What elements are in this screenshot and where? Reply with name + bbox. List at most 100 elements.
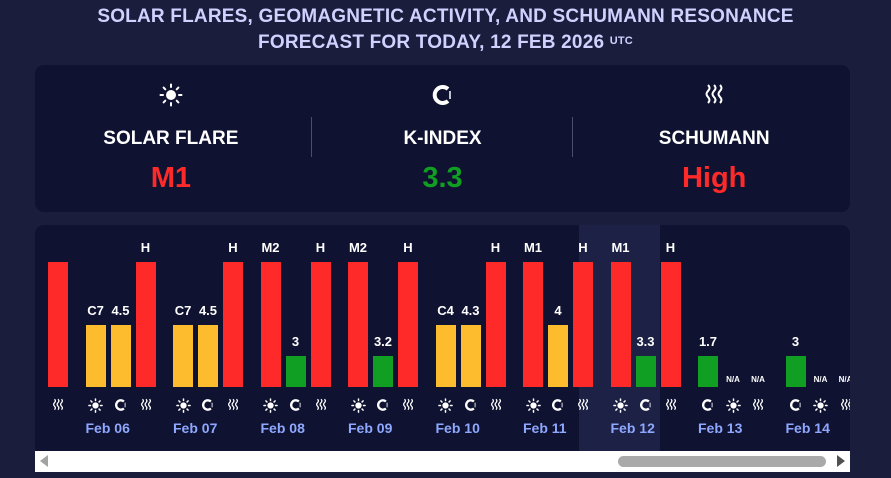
sun-icon xyxy=(612,397,630,413)
magnet-icon xyxy=(699,397,717,413)
bar-label-solar: C4 xyxy=(437,302,454,318)
bar-kindex xyxy=(285,355,306,387)
bar-label-schumann: H xyxy=(228,240,238,255)
bar-solar xyxy=(173,324,193,387)
scroll-right-icon[interactable] xyxy=(837,455,845,467)
bar-kindex xyxy=(548,324,568,387)
bar-kindex xyxy=(198,324,218,387)
scroll-thumb[interactable] xyxy=(618,456,826,467)
bar-label-solar: M1 xyxy=(523,240,543,255)
bar-solar xyxy=(435,324,456,387)
bar-label-kindex: 3 xyxy=(791,333,800,349)
timezone-label: UTC xyxy=(609,35,633,47)
summary-solar-flare: SOLAR FLARE M1 xyxy=(35,65,307,212)
k-index-value: 3.3 xyxy=(422,162,463,194)
title-line-1: SOLAR FLARES, GEOMAGNETIC ACTIVITY, AND … xyxy=(97,6,794,27)
summary-panel: SOLAR FLARE M1 K-INDEX 3.3 SCHUMANN High xyxy=(35,65,850,212)
bar-label-schumann: N/A xyxy=(838,375,850,384)
magnet-icon xyxy=(462,397,480,413)
summary-divider-1 xyxy=(311,117,312,157)
bar-kindex xyxy=(110,324,131,387)
magnet-icon xyxy=(112,397,130,413)
bar-solar xyxy=(523,262,543,387)
bar-kindex xyxy=(460,324,481,387)
magnet-icon xyxy=(199,397,217,413)
bar-schumann xyxy=(485,262,506,387)
bar-label-solar: M1 xyxy=(611,240,630,255)
day-label: Feb 11 xyxy=(523,420,567,436)
waves-icon xyxy=(574,397,592,413)
forecast-chart[interactable]: C7 4.5 H Feb 06 C7 4.5 H Feb 07 M2 3 H Feb 08 M2 3.2 H… xyxy=(35,225,850,451)
sun-icon xyxy=(349,397,367,413)
schumann-label: SCHUMANN xyxy=(658,128,770,149)
day-label: Feb 06 xyxy=(85,420,130,436)
magnet-icon xyxy=(549,397,567,413)
summary-k-index: K-INDEX 3.3 xyxy=(307,65,579,212)
waves-icon xyxy=(49,397,67,413)
waves-icon xyxy=(224,397,242,413)
waves-icon xyxy=(137,397,155,413)
sun-icon xyxy=(724,397,742,413)
bar-label-kindex: 4.5 xyxy=(198,302,218,318)
day-label: Feb 12 xyxy=(610,420,655,436)
k-index-label: K-INDEX xyxy=(403,128,482,149)
bar-label-kindex: 4.5 xyxy=(111,302,130,318)
bar-label-solar: C7 xyxy=(87,302,104,318)
bar-schumann xyxy=(310,262,331,387)
sun-icon xyxy=(437,397,455,413)
bar-schumann xyxy=(660,262,681,387)
bar-label-schumann: H xyxy=(665,240,676,255)
bar-solar xyxy=(85,324,106,387)
bar-kindex xyxy=(635,355,656,387)
bar-label-kindex: 3.3 xyxy=(636,333,655,349)
sun-icon xyxy=(35,83,307,107)
bar-solar xyxy=(260,262,281,387)
bar-label-solar: N/A xyxy=(726,375,740,384)
sun-icon xyxy=(812,397,830,413)
waves-icon xyxy=(578,83,850,107)
bar-label-kindex: 1.7 xyxy=(698,333,718,349)
bar-label-kindex: 4.3 xyxy=(461,302,480,318)
summary-schumann: SCHUMANN High xyxy=(578,65,850,212)
waves-icon xyxy=(749,397,767,413)
day-label: Feb 13 xyxy=(698,420,743,436)
bar-label-kindex: 3.2 xyxy=(373,333,393,349)
scroll-left-icon[interactable] xyxy=(40,455,48,467)
bar-label-kindex: 4 xyxy=(554,302,562,318)
sun-icon xyxy=(262,397,280,413)
sun-icon xyxy=(87,397,105,413)
magnet-icon xyxy=(287,397,305,413)
horizontal-scrollbar[interactable] xyxy=(35,451,850,472)
bar-label-kindex: 3 xyxy=(291,333,300,349)
bar-schumann xyxy=(135,262,156,387)
sun-icon xyxy=(524,397,542,413)
schumann-value: High xyxy=(681,162,747,194)
bar-label-schumann: H xyxy=(315,240,326,255)
magnet-icon xyxy=(637,397,655,413)
title-line-2-text: FORECAST FOR TODAY, 12 FEB 2026 xyxy=(258,32,605,53)
waves-icon xyxy=(487,397,505,413)
title-line-2: FORECAST FOR TODAY, 12 FEB 2026 UTC xyxy=(0,30,891,56)
sun-icon xyxy=(174,397,192,413)
bar-kindex xyxy=(373,355,393,387)
waves-icon xyxy=(312,397,330,413)
bar-schumann xyxy=(573,262,593,387)
waves-icon xyxy=(662,397,680,413)
magnet-icon xyxy=(307,83,579,107)
bar-label-schumann: H xyxy=(490,240,501,255)
bar-label-solar: M2 xyxy=(261,240,280,255)
bar-label-solar: C7 xyxy=(174,302,192,318)
day-label: Feb 14 xyxy=(785,420,830,436)
bar-label-schumann: N/A xyxy=(751,375,765,384)
bar-label-solar: M2 xyxy=(348,240,368,255)
bar-label-schumann: H xyxy=(403,240,413,255)
bar-schumann xyxy=(223,262,243,387)
waves-icon xyxy=(837,397,850,413)
day-label: Feb 08 xyxy=(260,420,305,436)
bar-label-schumann: H xyxy=(578,240,588,255)
bar-kindex xyxy=(785,355,806,387)
bar-solar xyxy=(610,262,631,387)
bar-label-solar: N/A xyxy=(813,375,828,384)
waves-icon xyxy=(399,397,417,413)
bar-schumann xyxy=(398,262,418,387)
